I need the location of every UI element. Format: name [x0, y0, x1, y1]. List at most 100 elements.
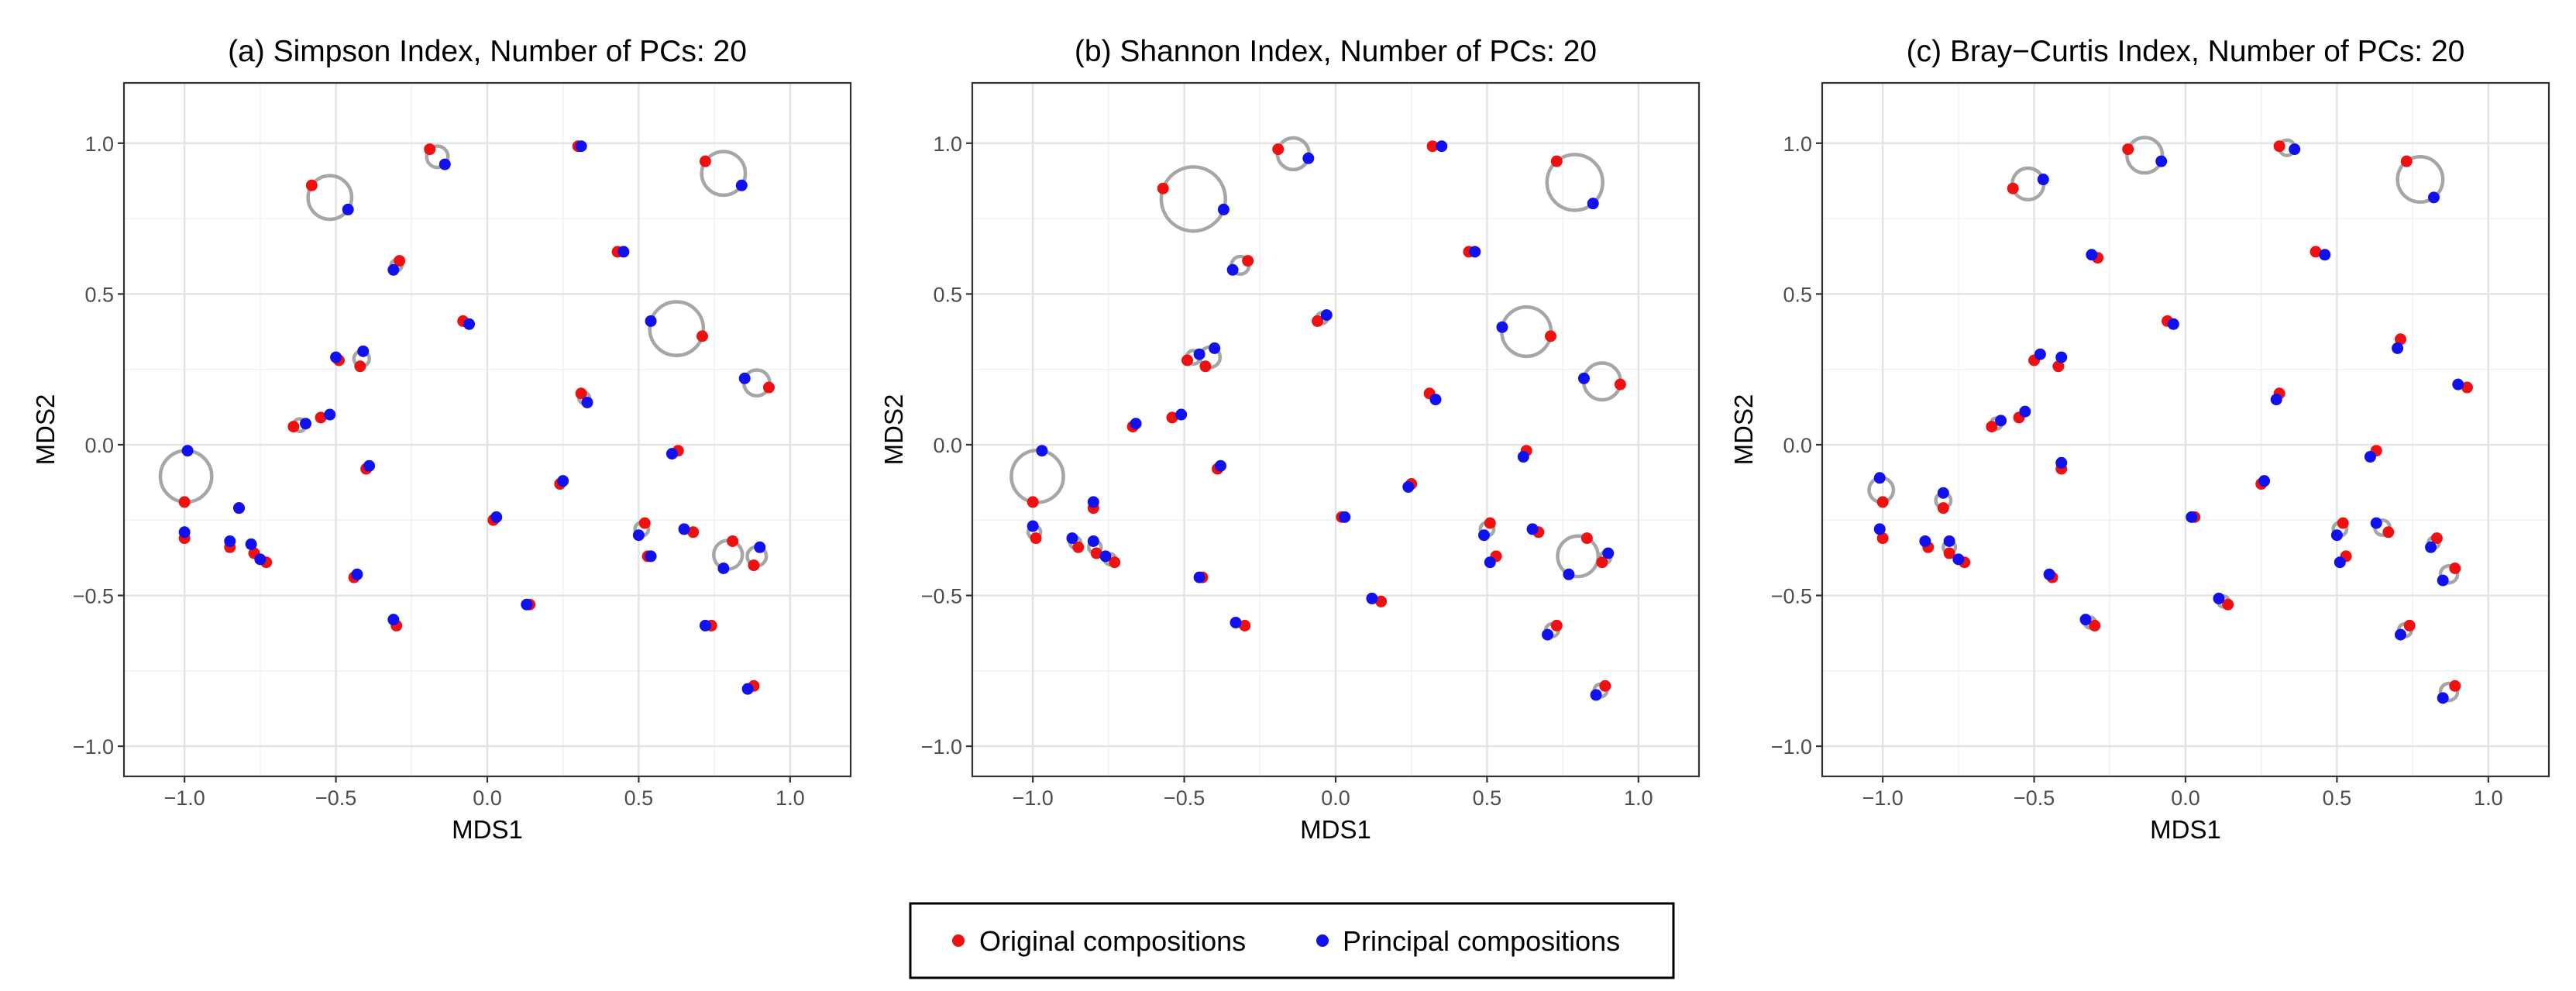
original-point [762, 381, 775, 394]
panel-title: (b) Shannon Index, Number of PCs: 20 [1075, 35, 1597, 68]
principal-point [1087, 535, 1099, 547]
connection-circle [648, 300, 706, 358]
y-tick-label: 0.5 [933, 283, 962, 306]
original-point [687, 526, 700, 539]
principal-point [245, 538, 257, 550]
legend-original-label: Original compositions [979, 925, 1246, 957]
original-point [1181, 354, 1193, 366]
original-point [1199, 360, 1212, 373]
principal-point [2155, 155, 2168, 167]
principal-point [2213, 592, 2225, 604]
principal-point [1302, 152, 1315, 164]
panel-b: −1.0 −0.5 0.0 0.5 1.0 −1.0 −0.5 0.0 0.5 1.0 (b) Sh… [879, 35, 1701, 844]
principal-point [1496, 321, 1508, 333]
principal-point [581, 396, 593, 408]
y-tick-label: −0.5 [73, 585, 114, 608]
data-points [1867, 136, 2473, 704]
x-tick-label: 0.0 [2171, 786, 2200, 810]
principal-point [178, 526, 191, 539]
y-tick-label: 1.0 [84, 132, 114, 156]
legend-principal-label: Principal compositions [1343, 925, 1620, 957]
principal-point [1036, 445, 1048, 457]
legend-original-marker [952, 934, 965, 947]
original-point [1239, 619, 1251, 631]
connection-circle [306, 174, 354, 222]
principal-point [2034, 348, 2046, 360]
original-point [2222, 598, 2234, 611]
original-point [2382, 526, 2395, 539]
connection-circle [2395, 155, 2445, 205]
principal-point [1873, 472, 1886, 484]
y-axis-label: MDS2 [1729, 394, 1758, 466]
principal-point [1542, 628, 1554, 641]
principal-point [1130, 418, 1142, 430]
x-tick-label: 0.0 [1321, 786, 1350, 810]
panel-title: (c) Bray−Curtis Index, Number of PCs: 20 [1907, 35, 2465, 68]
principal-point [2330, 529, 2343, 542]
original-point [1876, 532, 1889, 545]
principal-point [300, 418, 311, 430]
original-point [2430, 532, 2443, 545]
legend-principal-marker [1316, 934, 1329, 947]
connection-circle [425, 144, 450, 170]
principal-point [1436, 140, 1448, 153]
x-tick-label: 0.5 [624, 786, 654, 810]
principal-point [2370, 517, 2382, 529]
original-point [1937, 502, 1949, 514]
principal-point [2437, 692, 2449, 704]
panel-a: −1.0 −0.5 0.0 0.5 1.0 −1.0 −0.5 0.0 0.5 1.0 (a) Si… [31, 35, 852, 844]
principal-point [557, 475, 569, 487]
data-points [1009, 136, 1626, 701]
principal-point [1469, 246, 1481, 258]
principal-point [2289, 143, 2301, 156]
principal-point [1402, 480, 1415, 493]
x-tick-label: 0.5 [1473, 786, 1502, 810]
principal-point [1587, 198, 1599, 210]
original-point [696, 330, 708, 342]
principal-point [351, 568, 363, 580]
y-tick-label: 0.0 [933, 434, 962, 457]
principal-point [2079, 614, 2092, 626]
original-point [638, 517, 651, 529]
principal-point [1429, 394, 1442, 406]
connection-circle [1545, 153, 1604, 212]
y-tick-label: 1.0 [933, 132, 962, 156]
principal-point [717, 563, 730, 574]
y-tick-label: −1.0 [73, 735, 114, 759]
connection-circle [2438, 564, 2460, 585]
principal-point [2437, 574, 2449, 587]
principal-point [1484, 556, 1496, 569]
original-point [2461, 381, 2473, 394]
principal-point [754, 541, 766, 553]
principal-point [224, 535, 236, 547]
original-point [1876, 496, 1889, 508]
principal-point [678, 523, 690, 535]
principal-point [2258, 475, 2271, 487]
y-tick-label: −0.5 [921, 585, 962, 608]
original-point [1484, 517, 1496, 529]
x-tick-label: 1.0 [2474, 786, 2503, 810]
original-point [1596, 556, 1608, 569]
original-point [1580, 532, 1593, 545]
original-point [1943, 547, 1955, 559]
principal-point [1937, 487, 1949, 499]
x-tick-label: −0.5 [1164, 786, 1205, 810]
principal-point [2186, 511, 2198, 523]
original-point [424, 143, 436, 156]
panel-c: −1.0 −0.5 0.0 0.5 1.0 −1.0 −0.5 0.0 0.5 1.0 (c) Br… [1729, 35, 2550, 844]
principal-point [1563, 568, 1575, 580]
x-tick-label: −1.0 [1862, 786, 1904, 810]
principal-point [575, 140, 587, 153]
principal-point [1099, 550, 1112, 563]
y-tick-label: 0.0 [84, 434, 114, 457]
x-tick-label: −1.0 [1013, 786, 1054, 810]
original-point [2394, 333, 2406, 346]
panel-title: (a) Simpson Index, Number of PCs: 20 [228, 35, 747, 68]
original-point [748, 559, 760, 572]
x-axis-label: MDS1 [2150, 815, 2221, 844]
principal-point [1320, 309, 1333, 322]
principal-point [645, 315, 657, 327]
principal-point [1952, 553, 1965, 566]
principal-point [2167, 318, 2179, 330]
original-point [1550, 619, 1563, 631]
